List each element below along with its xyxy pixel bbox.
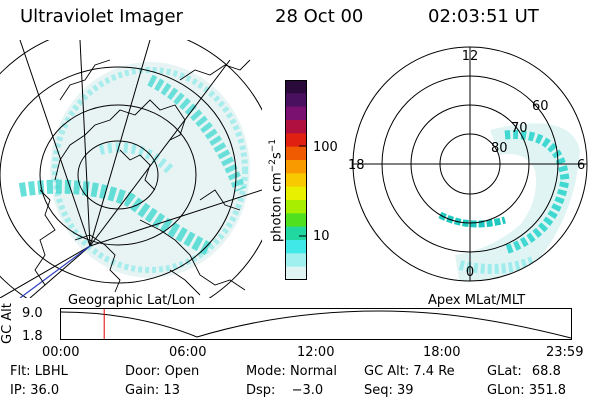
timeline-xtick-1800: 18:00	[423, 345, 461, 360]
colorbar-tick-10: 10	[313, 229, 330, 244]
colorbar-stripe	[285, 213, 307, 228]
geographic-map	[0, 40, 262, 298]
colorbar-stripe	[285, 93, 307, 108]
timeline-ytick-bottom: 1.8	[22, 329, 43, 344]
polar-grid	[352, 46, 588, 282]
colorbar-stripe	[285, 186, 307, 201]
colorbar-stripe	[285, 160, 307, 174]
info-glon: GLon: 351.8	[487, 383, 567, 398]
mlat-label-70: 70	[511, 121, 528, 136]
colorbar-stripe	[285, 253, 307, 268]
info-dsp: Dsp: −3.0	[246, 383, 324, 398]
left-panel-caption: Geographic Lat/Lon	[68, 293, 195, 308]
mlt-label-0: 0	[466, 265, 474, 280]
info-seq: Seq: 39	[364, 383, 414, 398]
timeline-xtick-1200: 12:00	[297, 345, 335, 360]
info-flt: Flt: LBHL	[10, 364, 68, 379]
info-door: Door: Open	[125, 364, 200, 379]
longitude-grid	[0, 40, 262, 298]
colorbar-tick-100: 100	[313, 140, 338, 155]
timeline-xtick-0000: 00:00	[42, 345, 80, 360]
mlat-label-60: 60	[532, 99, 549, 114]
terminator-line	[19, 245, 91, 298]
info-gc-alt: GC Alt: 7.4 Re	[364, 364, 455, 379]
aurora-oval	[438, 123, 580, 281]
orbit-altitude-plot	[60, 308, 572, 340]
colorbar-stripe	[285, 146, 307, 161]
colorbar-stripe	[285, 226, 307, 241]
colorbar-stripe	[285, 80, 307, 94]
info-mode: Mode: Normal	[246, 364, 337, 379]
timeline-ytick-top: 9.0	[22, 306, 43, 321]
observation-time: 02:03:51 UT	[428, 6, 539, 27]
timeline-ylabel: GC Alt	[0, 303, 15, 344]
info-ip: IP: 36.0	[10, 383, 60, 398]
colorbar-stripe	[285, 106, 307, 121]
timeline-xtick-2359: 23:59	[546, 345, 584, 360]
colorbar-stripe	[285, 173, 307, 188]
colorbar-stripe	[285, 120, 307, 134]
right-panel-caption: Apex MLat/MLT	[428, 293, 526, 308]
apex-polar-plot: 12 18 6 0 60 70 80	[348, 46, 588, 282]
info-glat: GLat: 68.8	[487, 364, 561, 379]
colorbar-stripe	[285, 133, 307, 148]
info-gain: Gain: 13	[125, 383, 180, 398]
aurora-emission	[18, 62, 250, 278]
mlt-label-12: 12	[462, 49, 479, 64]
colorbar-stripe	[285, 266, 307, 280]
colorbar	[285, 80, 307, 280]
colorbar-stripe	[285, 200, 307, 214]
mlt-label-6: 6	[577, 158, 585, 173]
observation-date: 28 Oct 00	[275, 6, 364, 27]
colorbar-stripe	[285, 240, 307, 254]
coastlines	[34, 59, 251, 296]
instrument-title: Ultraviolet Imager	[20, 6, 183, 27]
colorbar-unit-label: photon cm−2s−1	[268, 138, 285, 242]
timeline-xtick-0600: 06:00	[169, 345, 207, 360]
mlat-label-80: 80	[491, 141, 508, 156]
mlt-label-18: 18	[348, 158, 365, 173]
